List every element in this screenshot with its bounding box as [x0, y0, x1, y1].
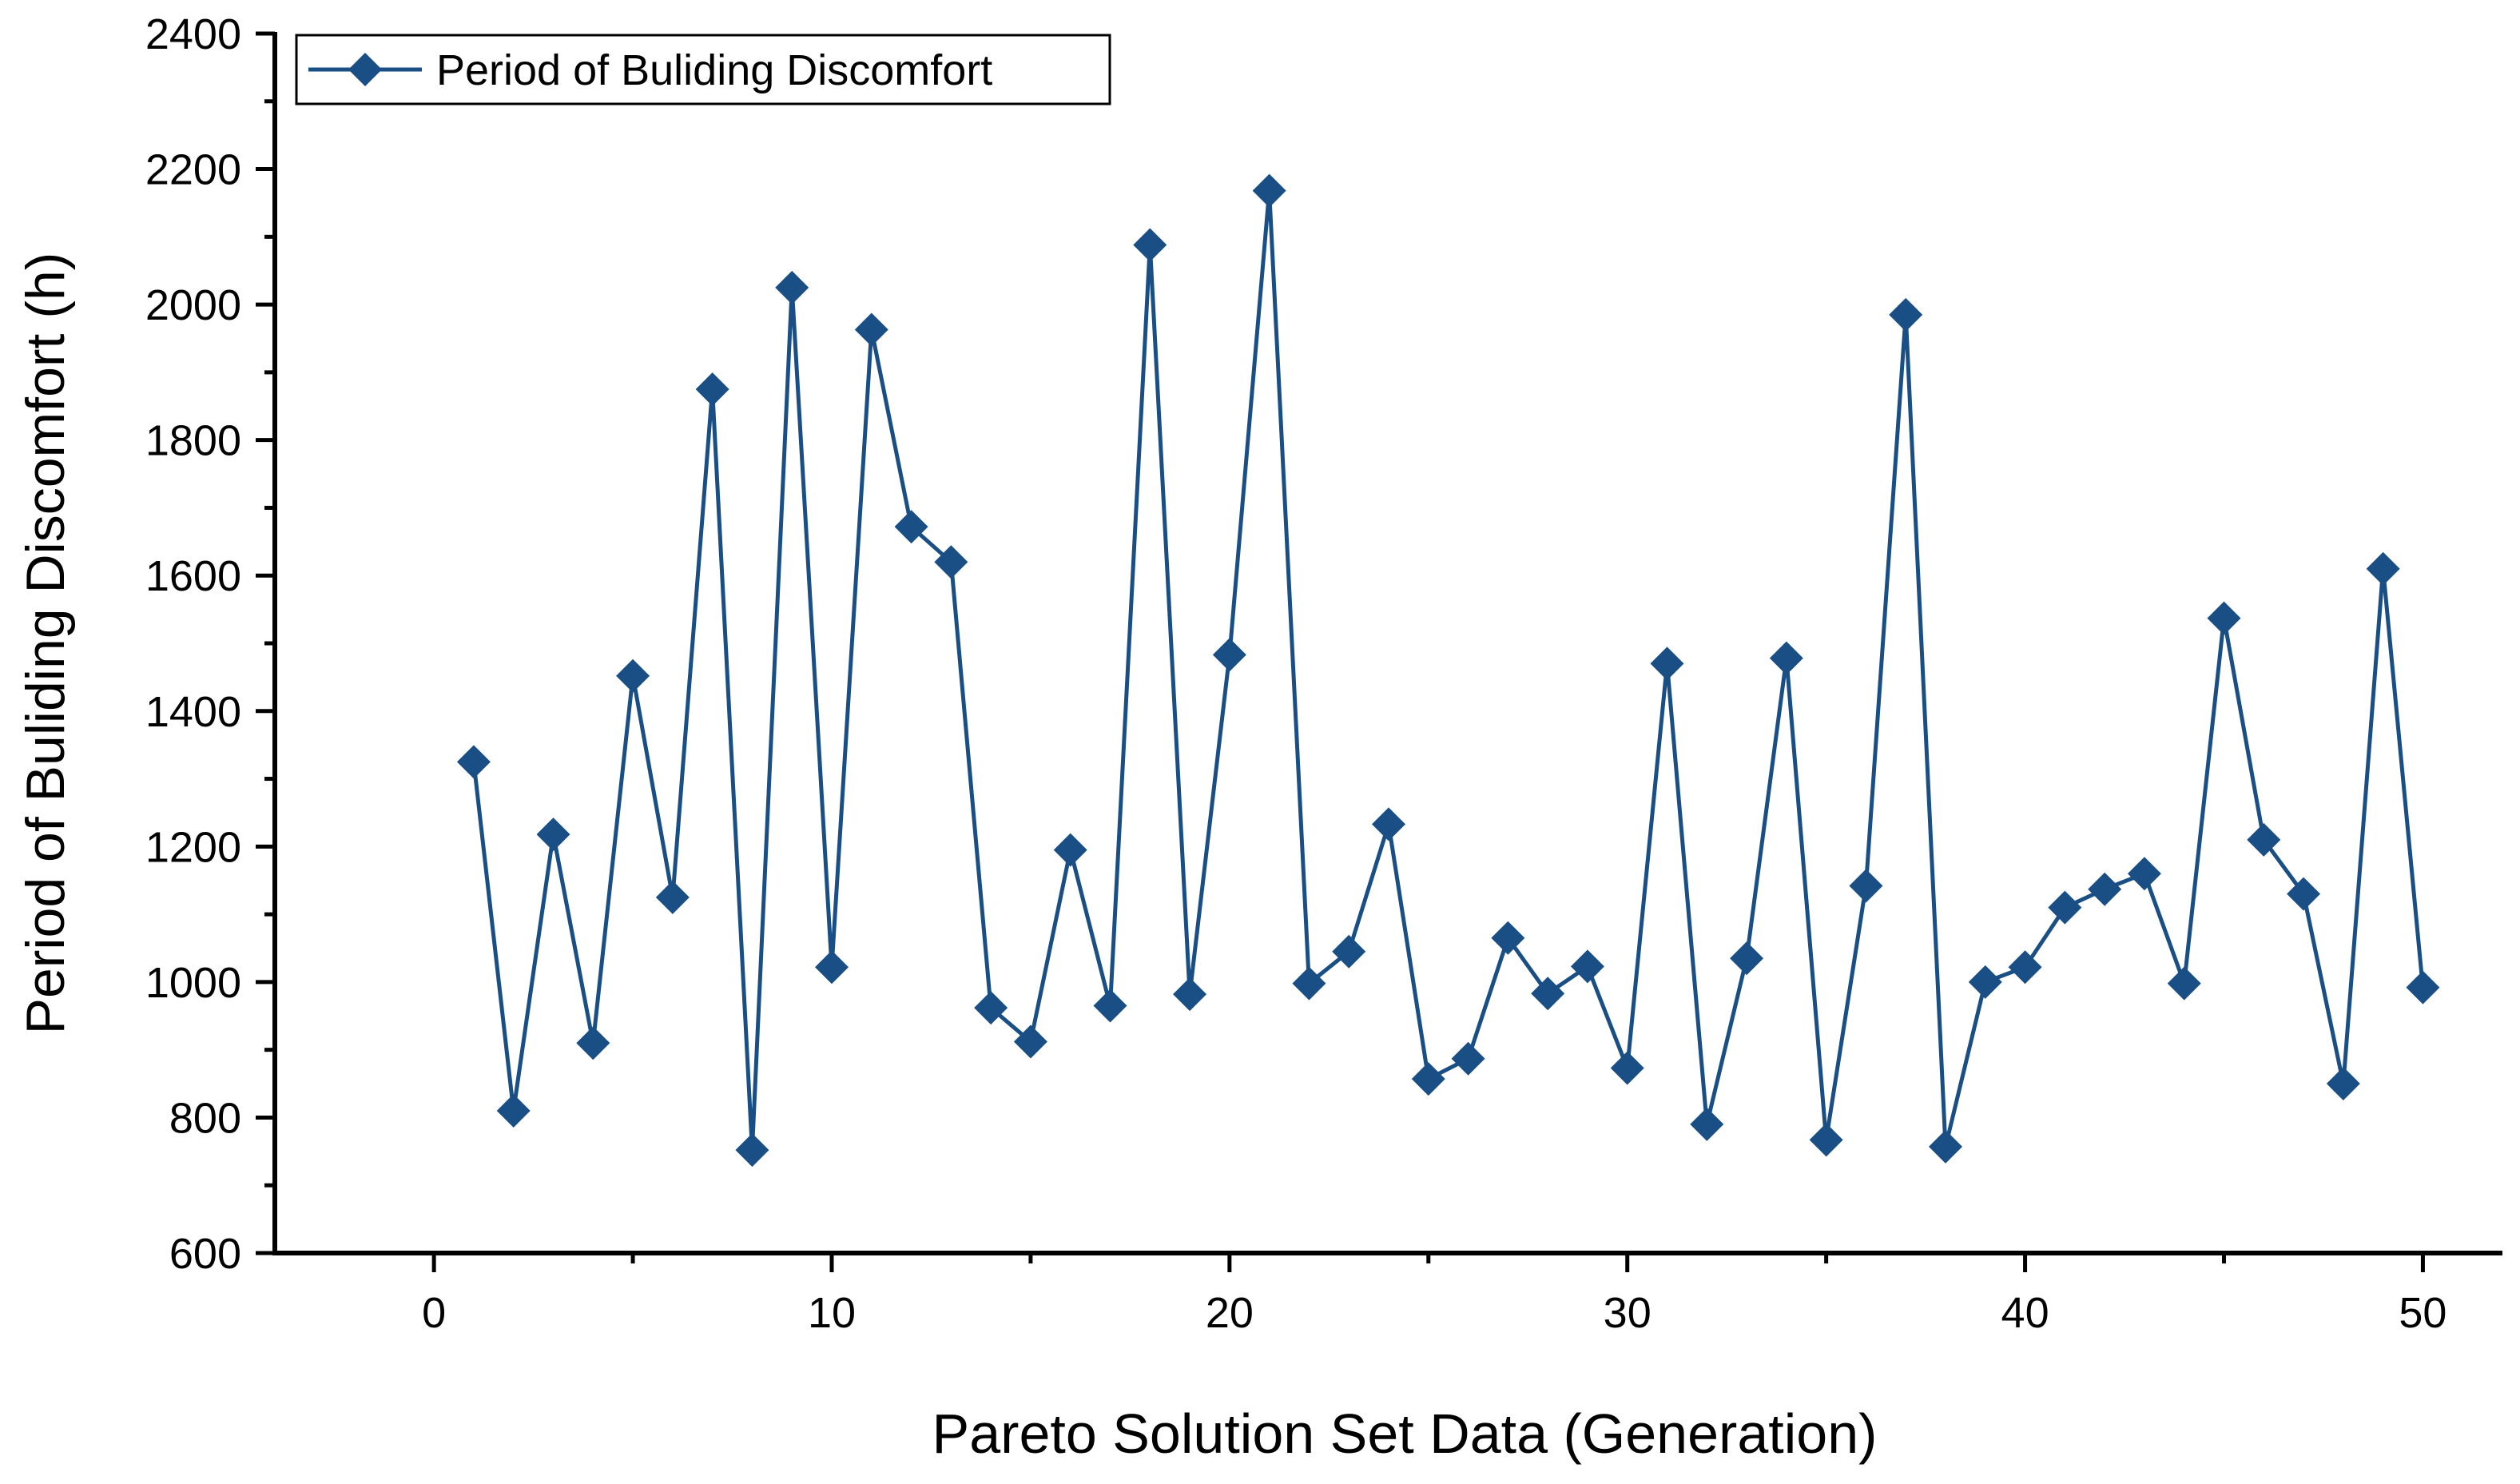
data-point-diamond — [1690, 1107, 1724, 1141]
x-tick-label: 20 — [1206, 1289, 1254, 1337]
x-tick-label: 10 — [808, 1289, 856, 1337]
x-tick-label: 30 — [1604, 1289, 1652, 1337]
data-point-diamond — [2167, 966, 2201, 1001]
data-point-diamond — [2008, 950, 2042, 985]
data-point-diamond — [2326, 1067, 2360, 1101]
data-point-diamond — [2127, 857, 2161, 891]
data-point-diamond — [775, 270, 809, 304]
data-point-diamond — [1013, 1024, 1047, 1059]
y-axis-title: Period of Buliding Discomfort (h) — [15, 253, 76, 1035]
y-axis-ticks: 600 800 1000 1200 1400 1600 1800 2000 2200 2400 — [145, 10, 275, 1278]
y-tick-label: 2000 — [145, 281, 241, 329]
data-point-diamond — [1769, 641, 1803, 675]
x-tick-label: 40 — [2001, 1289, 2049, 1337]
data-point-diamond — [934, 545, 968, 579]
data-point-diamond — [1292, 966, 1326, 1001]
data-point-diamond — [974, 991, 1008, 1025]
y-tick-label: 1000 — [145, 959, 241, 1007]
data-point-diamond — [894, 510, 928, 544]
y-tick-label: 800 — [169, 1094, 241, 1142]
data-point-diamond — [1531, 977, 1565, 1011]
series-line — [471, 190, 2425, 1151]
y-tick-label: 1600 — [145, 552, 241, 600]
data-point-diamond — [1451, 1041, 1485, 1076]
data-point-diamond — [496, 1093, 531, 1128]
data-point-diamond — [1411, 1062, 1445, 1096]
data-point-diamond — [2048, 890, 2082, 925]
legend: Period of Buliding Discomfort — [295, 34, 1111, 105]
data-point-diamond — [576, 1026, 610, 1060]
plot-frame — [272, 32, 2502, 1255]
legend-label: Period of Buliding Discomfort — [436, 46, 992, 94]
data-point-diamond — [2088, 872, 2122, 906]
data-point-diamond — [1610, 1051, 1644, 1085]
data-point-diamond — [854, 312, 888, 347]
data-point-diamond — [2247, 822, 2281, 857]
x-tick-label: 0 — [422, 1289, 446, 1337]
data-point-diamond — [2287, 877, 2321, 911]
data-point-diamond — [1809, 1123, 1843, 1157]
data-point-diamond — [1093, 989, 1127, 1023]
data-point-diamond — [1650, 647, 1684, 681]
data-point-diamond — [2366, 551, 2400, 586]
data-point-diamond — [1372, 807, 1405, 841]
y-tick-label: 600 — [169, 1230, 241, 1278]
data-point-diamond — [1968, 965, 2002, 999]
data-point-diamond — [2207, 601, 2241, 635]
data-point-diamond — [695, 372, 729, 407]
data-point-diamond — [456, 745, 491, 779]
y-tick-label: 2400 — [145, 10, 241, 58]
data-point-diamond — [1133, 228, 1167, 262]
data-point-diamond — [1252, 173, 1286, 208]
data-point-diamond — [1173, 977, 1207, 1012]
data-point-diamond — [1053, 833, 1087, 867]
data-point-diamond — [536, 818, 570, 852]
data-point-diamond — [815, 950, 849, 985]
y-tick-label: 2200 — [145, 146, 241, 194]
data-point-diamond — [1212, 638, 1246, 672]
data-point-diamond — [1929, 1129, 1962, 1164]
x-axis-ticks: 0 10 20 30 40 50 — [422, 1253, 2446, 1337]
legend-box — [295, 34, 1111, 105]
data-point-diamond — [1332, 934, 1366, 969]
y-tick-label: 1200 — [145, 823, 241, 871]
data-point-diamond — [655, 880, 690, 914]
x-tick-label: 50 — [2399, 1289, 2446, 1337]
data-point-diamond — [1570, 949, 1604, 984]
y-tick-label: 1800 — [145, 417, 241, 465]
data-point-diamond — [1849, 869, 1883, 903]
x-axis-title: Pareto Solution Set Data (Generation) — [932, 1402, 1878, 1465]
data-point-diamond — [1730, 941, 1764, 976]
data-point-diamond — [2406, 970, 2440, 1005]
data-point-diamond — [735, 1133, 769, 1168]
data-point-diamond — [1889, 297, 1923, 332]
y-tick-label: 1400 — [145, 688, 241, 736]
data-point-diamond — [616, 658, 650, 693]
data-point-diamond — [1491, 921, 1525, 955]
legend-diamond-marker — [348, 53, 382, 86]
series-layer — [456, 173, 2440, 1168]
